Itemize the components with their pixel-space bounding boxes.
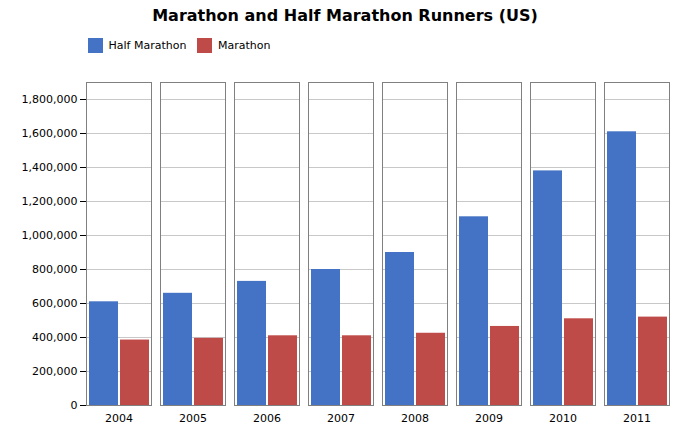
svg-text:2004: 2004	[105, 412, 133, 425]
svg-text:1,400,000: 1,400,000	[22, 161, 78, 174]
svg-text:1,800,000: 1,800,000	[22, 93, 78, 106]
svg-text:1,200,000: 1,200,000	[22, 195, 78, 208]
svg-text:2007: 2007	[327, 412, 355, 425]
svg-text:400,000: 400,000	[32, 331, 78, 344]
html-text:Marathon and Half Marathon Run: Marathon and Half Marathon Runners (US)	[152, 6, 538, 25]
svg-text:800,000: 800,000	[32, 263, 78, 276]
svg-text:1,600,000: 1,600,000	[22, 127, 78, 140]
svg-text:200,000: 200,000	[32, 365, 78, 378]
svg-text:2009: 2009	[475, 412, 503, 425]
svg-text:0: 0	[71, 399, 78, 412]
svg-text:2011: 2011	[623, 412, 651, 425]
svg-text:1,000,000: 1,000,000	[22, 229, 78, 242]
svg-text:2005: 2005	[179, 412, 207, 425]
svg-text:600,000: 600,000	[32, 297, 78, 310]
html-text:Marathon: Marathon	[217, 39, 271, 52]
svg-text:2008: 2008	[401, 412, 429, 425]
svg-text:2006: 2006	[253, 412, 281, 425]
svg-text:2010: 2010	[549, 412, 577, 425]
html-text:Half Marathon: Half Marathon	[108, 39, 187, 52]
